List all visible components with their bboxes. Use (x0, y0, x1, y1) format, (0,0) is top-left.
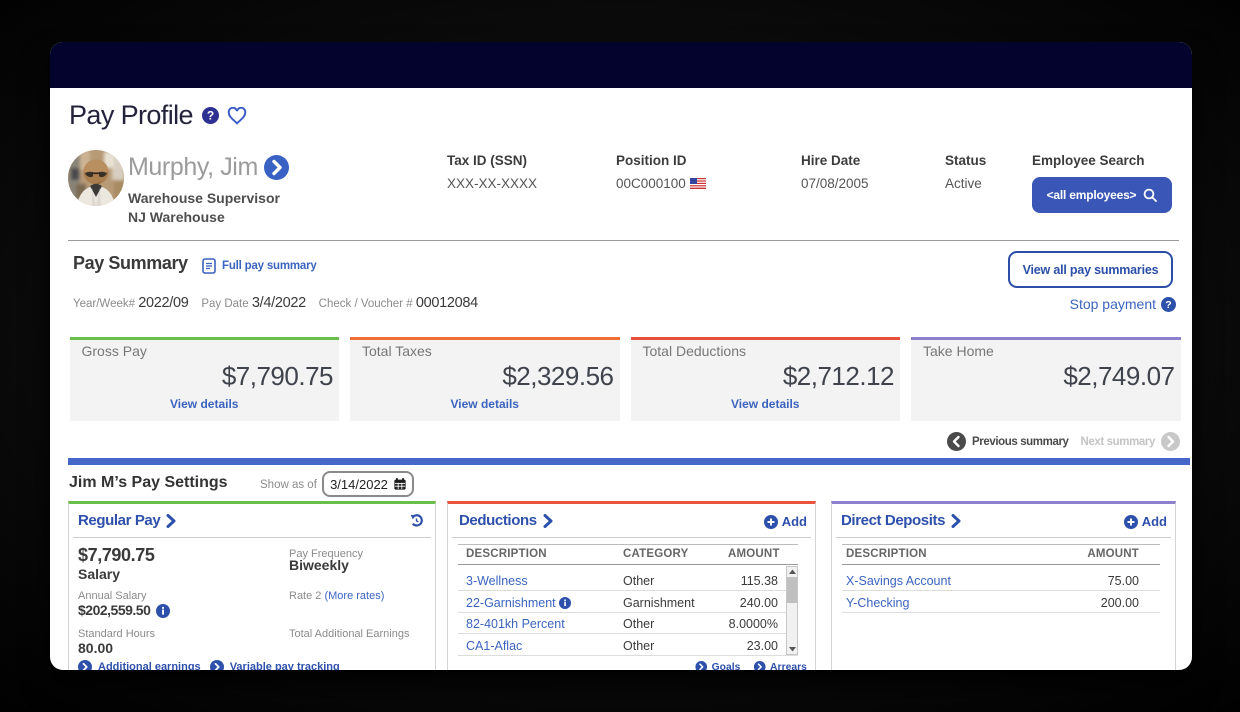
svg-text:?: ? (1165, 299, 1171, 311)
svg-text:?: ? (207, 109, 214, 123)
